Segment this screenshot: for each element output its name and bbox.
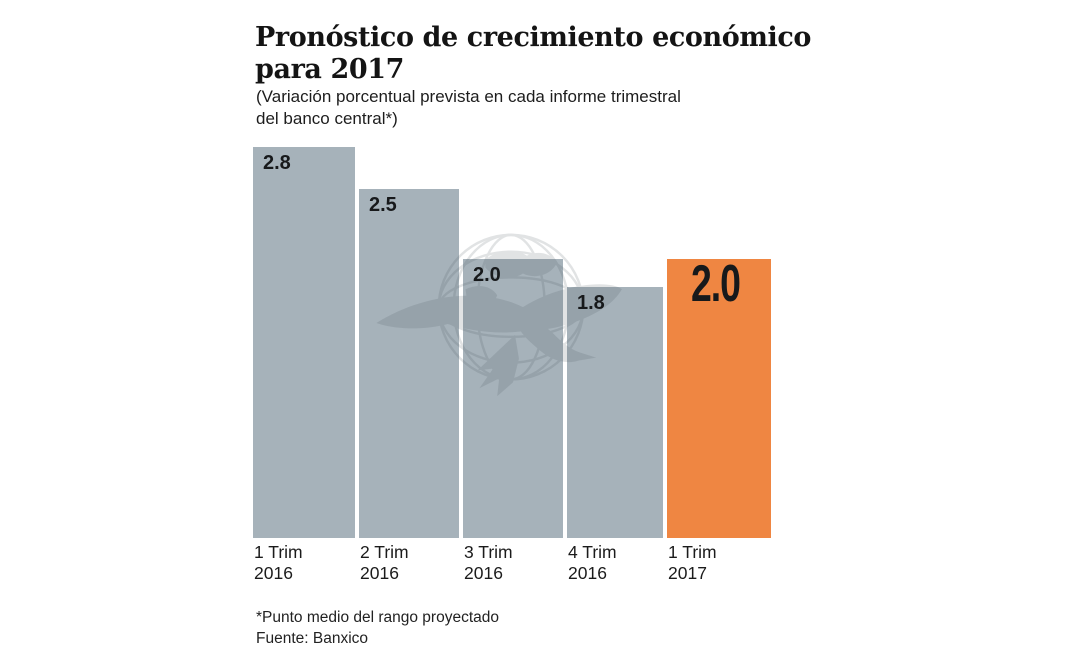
bar-2-trim-2016: 2.5	[359, 189, 459, 538]
bar-value-label: 1.8	[577, 292, 605, 314]
x-axis-label: 4 Trim 2016	[568, 542, 617, 583]
x-axis-label: 1 Trim 2017	[668, 542, 717, 583]
x-axis-label: 1 Trim 2016	[254, 542, 303, 583]
chart-title: Pronóstico de crecimiento económico para…	[255, 22, 812, 85]
bar-value-label: 2.8	[263, 152, 291, 174]
x-axis-label: 3 Trim 2016	[464, 542, 513, 583]
bar-value-label: 2.0	[691, 255, 741, 313]
chart-subtitle: (Variación porcentual prevista en cada i…	[256, 87, 681, 128]
bar-4-trim-2016: 1.8	[567, 287, 663, 538]
x-axis-label: 2 Trim 2016	[360, 542, 409, 583]
bar-value-label: 2.5	[369, 194, 397, 216]
bar-1-trim-2017: 2.0	[667, 255, 771, 538]
bar-value-label: 2.0	[473, 264, 501, 286]
bar-1-trim-2016: 2.8	[253, 147, 355, 538]
bar-3-trim-2016: 2.0	[463, 259, 563, 538]
chart-footnote: *Punto medio del rango proyectado	[256, 609, 499, 626]
chart-source: Fuente: Banxico	[256, 630, 369, 647]
